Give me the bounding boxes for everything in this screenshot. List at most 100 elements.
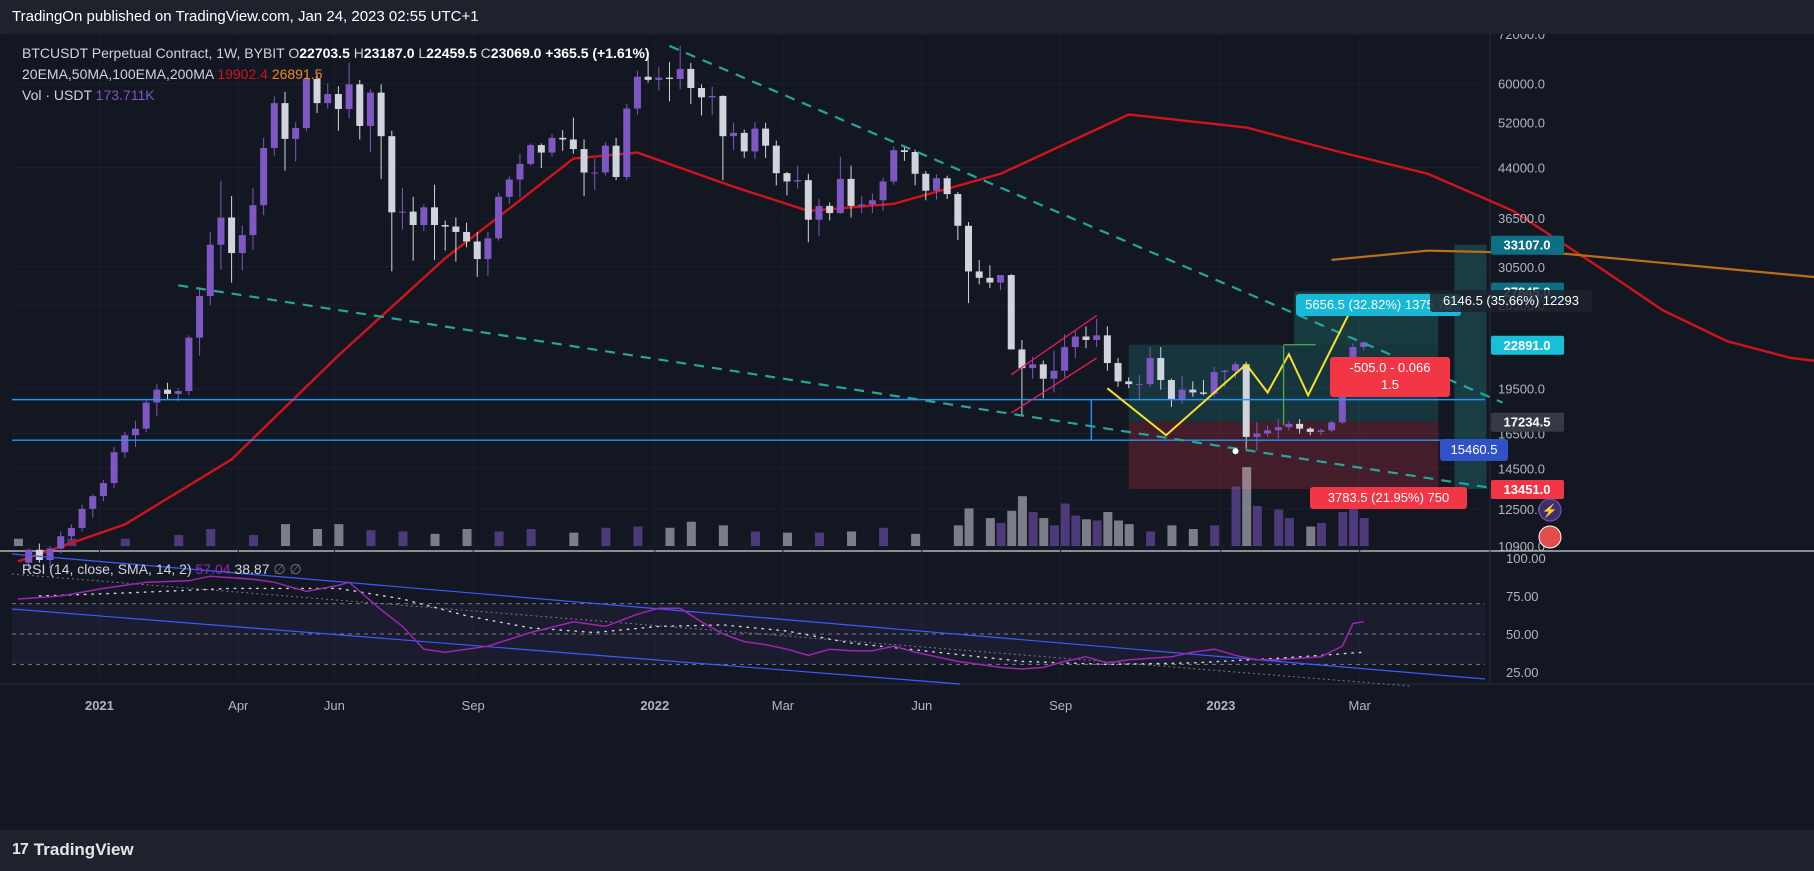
y-tick-label: 14500.0 xyxy=(1498,462,1545,477)
candle-body xyxy=(644,76,652,80)
volume-bar xyxy=(398,531,408,546)
candle-body xyxy=(1242,364,1250,437)
candle-body xyxy=(730,132,738,137)
y-tick-label: 72000.0 xyxy=(1498,34,1545,42)
candle-body xyxy=(142,402,150,429)
candle-body xyxy=(537,145,545,153)
candle-body xyxy=(292,128,300,139)
rsi-dotted-guide xyxy=(11,573,1411,687)
legend-value: 19902.4 xyxy=(217,66,272,82)
risk-stats-text: -505.0 - 0.066 xyxy=(1350,360,1431,375)
low-marker xyxy=(1232,448,1239,455)
candle-body xyxy=(313,78,321,104)
volume-bar xyxy=(1284,518,1294,546)
legend-value: 20EMA,50MA,100EMA,200MA xyxy=(22,66,217,82)
candle-body xyxy=(185,337,193,392)
candle-body xyxy=(398,211,406,213)
legend: BTCUSDT Perpetual Contract, 1W, BYBIT O2… xyxy=(22,45,650,577)
candle-body xyxy=(676,68,684,79)
candle-body xyxy=(409,211,417,226)
rsi-trendline-upper xyxy=(11,553,1486,680)
candle-body xyxy=(1114,363,1122,382)
candle-body xyxy=(238,235,246,254)
volume-bar xyxy=(847,531,857,546)
volume-bar xyxy=(248,535,258,546)
candle-body xyxy=(67,527,75,537)
price-tag xyxy=(1491,335,1564,355)
channel-upper xyxy=(1010,314,1098,376)
candle-body xyxy=(794,180,802,182)
candle-body xyxy=(78,508,86,528)
candle-body xyxy=(858,204,866,206)
publisher-header: TradingOn published on TradingView.com, … xyxy=(0,0,1814,34)
candle-body xyxy=(516,163,524,180)
volume-bars xyxy=(14,467,1369,546)
legend-value: C xyxy=(481,45,491,61)
y-tick-label: 19500.0 xyxy=(1498,381,1545,396)
candle-body xyxy=(356,84,364,126)
y-tick-label: 10900.0 xyxy=(1498,539,1545,554)
candle-body xyxy=(1050,370,1058,379)
candle-body xyxy=(206,244,214,297)
volume-bar xyxy=(1114,520,1124,546)
volume-bar xyxy=(718,525,728,546)
candle-body xyxy=(1007,275,1015,350)
volume-bar xyxy=(1082,519,1091,546)
ma-legend: 20EMA,50MA,100EMA,200MA 19902.4 26891.5 xyxy=(22,66,323,82)
x-tick-label: Mar xyxy=(1348,698,1371,713)
candle-body xyxy=(441,225,449,227)
legend-value: L xyxy=(418,45,426,61)
candle-body xyxy=(1221,370,1229,373)
candle-body xyxy=(1103,335,1111,364)
candle-body xyxy=(1039,364,1047,379)
candle-body xyxy=(164,389,172,394)
candle-body xyxy=(196,296,204,338)
candle-body xyxy=(783,173,791,182)
y-tick-label: 44000.0 xyxy=(1498,161,1545,176)
price-tag xyxy=(1491,235,1564,255)
y-tick-label: 30500.0 xyxy=(1498,260,1545,275)
x-tick-label: 2022 xyxy=(640,698,669,713)
volume-bar xyxy=(430,533,440,546)
rsi-tick-label: 50.00 xyxy=(1506,627,1539,642)
legend-value: 23187.0 xyxy=(364,45,419,61)
short-stats-box xyxy=(1310,487,1467,509)
projection-path xyxy=(1106,294,1360,437)
candle-body xyxy=(110,452,118,484)
volume-bar xyxy=(526,529,536,546)
candles xyxy=(25,45,1368,571)
tradingview-logo[interactable]: 17 TradingView xyxy=(12,840,134,860)
legend-value: 173.711K xyxy=(96,87,156,103)
volume-bar xyxy=(964,508,974,546)
legend-value: RSI (14, close, SMA, 14, 2) xyxy=(22,561,196,577)
candle-body xyxy=(633,76,641,109)
candle-body xyxy=(174,391,182,394)
candle-body xyxy=(1018,349,1026,369)
volume-bar xyxy=(313,529,323,546)
low-label-text: 15460.5 xyxy=(1451,442,1498,457)
candle-body xyxy=(473,241,481,260)
candle-body xyxy=(1317,430,1325,432)
candle-body xyxy=(1135,384,1143,386)
volume-bar xyxy=(1306,526,1316,546)
x-tick-label: Sep xyxy=(1049,698,1072,713)
y-tick-label: 52000.0 xyxy=(1498,115,1545,130)
candle-body xyxy=(751,128,759,152)
candle-body xyxy=(249,205,257,236)
rsi-tick-label: 100.00 xyxy=(1506,551,1546,566)
long-stats-text: 5656.5 (32.82%) 1375.76 xyxy=(1305,297,1452,312)
volume-bar xyxy=(462,529,472,546)
candle-body xyxy=(815,205,823,220)
symbol-legend: BTCUSDT Perpetual Contract, 1W, BYBIT O2… xyxy=(22,45,650,61)
candle-body xyxy=(1029,364,1037,369)
candle-body xyxy=(1071,336,1079,348)
risk-stats-box xyxy=(1330,357,1450,397)
candle-body xyxy=(99,483,107,497)
long-stats-box xyxy=(1296,294,1461,316)
volume-bar xyxy=(686,521,696,546)
candle-body xyxy=(345,84,353,110)
chart-area[interactable]: 72000.0 60000.0 52000.0 44000.0 36500.0 30500… xyxy=(0,34,1814,830)
candle-body xyxy=(35,549,43,561)
volume-bar xyxy=(569,532,579,546)
candle-body xyxy=(932,178,940,191)
